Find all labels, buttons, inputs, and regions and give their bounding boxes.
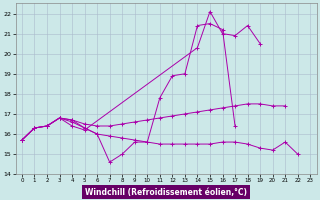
X-axis label: Windchill (Refroidissement éolien,°C): Windchill (Refroidissement éolien,°C) (85, 188, 247, 197)
